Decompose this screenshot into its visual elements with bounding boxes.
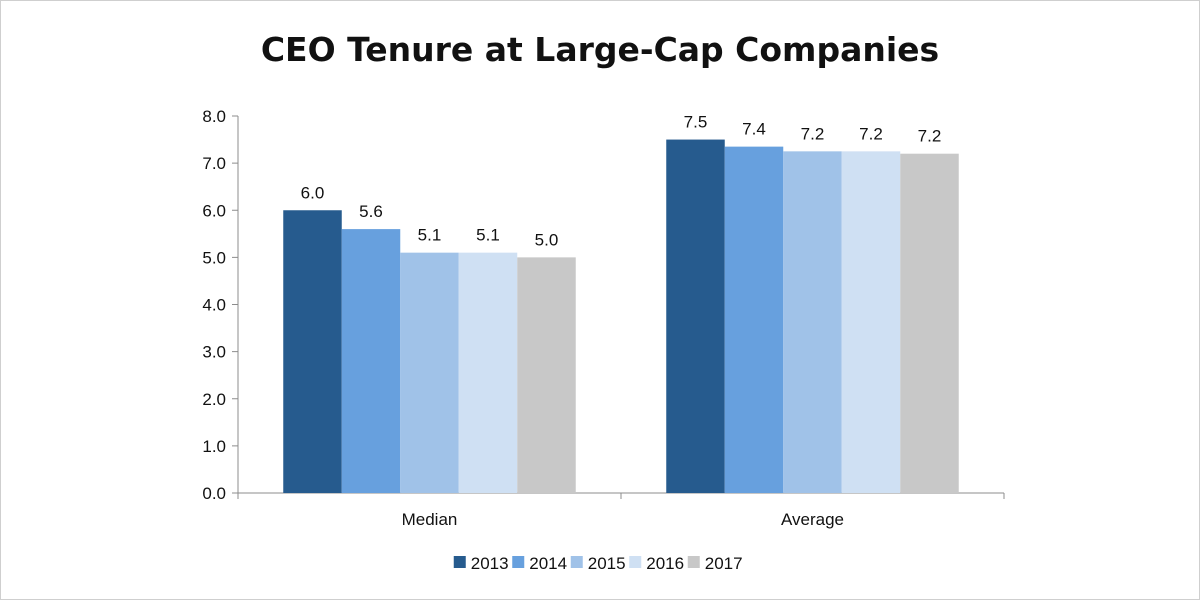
bar [783,151,842,493]
legend-label: 2016 [646,554,684,573]
bar [517,257,576,493]
data-label: 7.2 [918,127,942,146]
legend-swatch [570,556,583,568]
y-tick-label: 2.0 [202,390,226,409]
x-category-label: Average [781,510,844,529]
y-tick-label: 0.0 [202,484,226,503]
y-tick-label: 5.0 [202,248,226,267]
y-tick-label: 4.0 [202,296,226,315]
legend-swatch [512,556,525,568]
bar [283,210,342,493]
bar [341,229,401,493]
data-label: 5.1 [476,226,500,245]
y-tick-label: 7.0 [202,154,226,173]
legend-label: 2017 [705,554,743,573]
axes: 0.0 1.0 2.0 3.0 4.0 5.0 6.0 7.0 8.0 Median Average [202,107,1005,529]
data-label: 5.0 [535,230,559,249]
legend-swatch [687,556,700,568]
data-label: 5.6 [359,202,383,221]
data-label: 7.2 [801,124,825,143]
data-label: 7.4 [742,120,766,139]
legend-swatch [453,556,466,568]
y-tick-label: 8.0 [202,107,226,126]
legend: 2013 2014 2015 2016 2017 [453,554,743,573]
data-label: 7.2 [859,124,883,143]
chart-title: CEO Tenure at Large-Cap Companies [260,30,940,69]
bar [666,139,725,493]
data-label: 6.0 [301,183,325,202]
legend-swatch [629,556,642,568]
y-tick-label: 6.0 [202,201,226,220]
bar [841,151,901,493]
legend-label: 2014 [529,554,567,573]
legend-label: 2013 [471,554,509,573]
data-label: 5.1 [418,226,442,245]
y-tick-label: 3.0 [202,343,226,362]
legend-label: 2015 [588,554,626,573]
data-label: 7.5 [684,113,708,132]
data-labels: 6.0 5.6 5.1 5.1 5.0 7.5 7.4 7.2 7.2 7.2 [301,113,942,250]
bar [458,252,518,493]
bar [724,146,784,493]
x-category-label: Median [402,510,458,529]
y-tick-label: 1.0 [202,437,226,456]
bar [400,252,459,493]
bars [283,139,959,493]
bar [900,153,959,493]
